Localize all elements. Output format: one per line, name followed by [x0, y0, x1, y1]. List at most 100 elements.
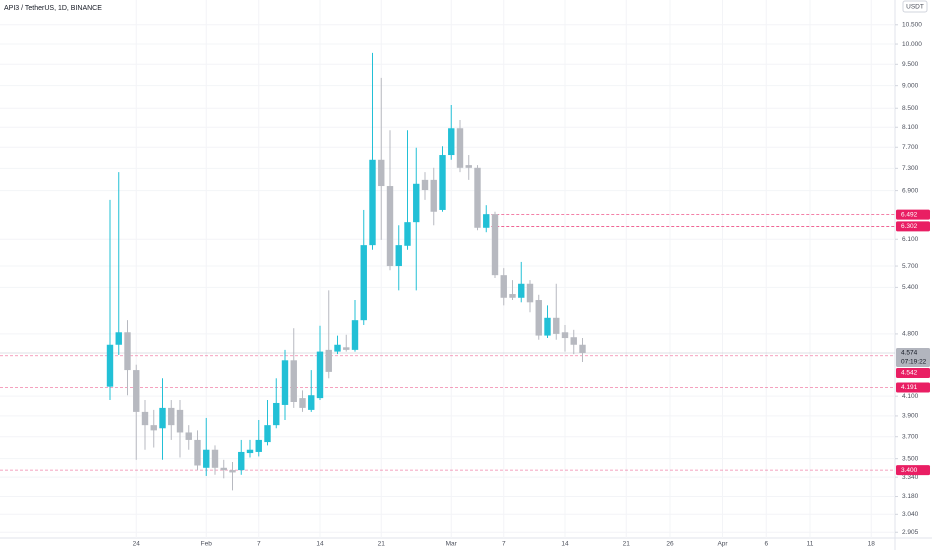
candle-body [465, 165, 472, 168]
y-tick-label: 4.800 [902, 331, 919, 338]
candle-body [386, 186, 394, 267]
y-tick-label: 9.000 [902, 82, 919, 89]
x-tick-label: 11 [807, 541, 814, 548]
price-label-box [896, 465, 930, 476]
candle-body [561, 332, 569, 339]
candle-body [124, 332, 131, 371]
y-tick-label: 3.900 [902, 413, 919, 420]
x-tick-label: Mar [446, 541, 458, 548]
candle-body [343, 347, 350, 350]
x-tick-label: 21 [378, 541, 386, 548]
candle-body [544, 317, 551, 336]
candle-body [238, 451, 245, 471]
price-label-box [896, 347, 930, 367]
candle-body [133, 370, 140, 412]
candle-body [150, 425, 157, 431]
y-tick-label: 3.180 [902, 493, 919, 500]
price-label: 4.542 [901, 370, 918, 377]
candle-body [535, 300, 542, 336]
candle-body [220, 467, 227, 471]
candle-body [246, 449, 254, 454]
x-tick-label: Feb [201, 541, 213, 548]
candle-body [483, 214, 490, 228]
price-label: 4.191 [901, 384, 918, 391]
candle-body [421, 179, 429, 191]
candle-body [553, 317, 560, 334]
x-tick-label: 21 [623, 541, 631, 548]
price-label-box [896, 209, 930, 220]
price-label-box [896, 367, 930, 378]
candle-body [159, 407, 166, 429]
candle-body [334, 344, 341, 352]
y-tick-label: 3.700 [902, 433, 919, 440]
candle-body [176, 409, 184, 433]
candle-body [474, 167, 481, 228]
candle-body [115, 332, 122, 345]
candle-body [273, 402, 280, 426]
y-tick-label: 7.300 [902, 165, 919, 172]
y-tick-label: 6.100 [902, 236, 919, 243]
y-tick-label: 8.100 [902, 124, 919, 131]
candle-body [308, 395, 315, 410]
candle-body [290, 360, 297, 402]
candle-body [430, 179, 437, 212]
x-tick-label: 14 [316, 541, 324, 548]
x-tick-label: Apr [717, 541, 728, 548]
y-tick-label: 6.900 [902, 187, 919, 194]
candle-body [141, 411, 149, 426]
price-label: 6.492 [901, 211, 918, 218]
x-tick-label: 26 [666, 541, 674, 548]
x-tick-label: 14 [561, 541, 569, 548]
candle-body [448, 128, 455, 156]
candle-body [500, 275, 507, 298]
candle-body [168, 407, 175, 426]
candle-body [404, 222, 411, 246]
candle-body [526, 283, 534, 303]
x-tick-label: 24 [133, 541, 141, 548]
candle-body [439, 155, 446, 210]
candle-body [413, 183, 420, 223]
y-tick-label: 7.700 [902, 144, 919, 151]
candle-body [185, 432, 192, 440]
candle-body [211, 449, 219, 468]
y-tick-label: 9.500 [902, 61, 919, 68]
price-label: 3.400 [901, 467, 918, 474]
y-tick-label: 2.905 [902, 529, 919, 536]
price-label-box [896, 221, 930, 232]
candle-body [378, 159, 385, 187]
candle-body [579, 344, 586, 353]
x-tick-label: 6 [764, 541, 768, 548]
candle-body [299, 398, 306, 408]
candle-body [229, 470, 236, 473]
candle-body [325, 349, 332, 372]
y-tick-label: 5.400 [902, 284, 919, 291]
y-tick-label: 5.700 [902, 263, 919, 270]
price-label-box [896, 382, 930, 393]
candle-body [264, 425, 271, 443]
candle-body [360, 245, 367, 321]
countdown-label: 07:19:22 [901, 359, 927, 366]
y-tick-label: 4.100 [902, 393, 919, 400]
candle-body [395, 245, 402, 267]
candle-body [509, 294, 516, 298]
candle-body [281, 360, 289, 405]
x-tick-label: 7 [502, 541, 506, 548]
candle-body [369, 159, 376, 246]
candle-body [570, 337, 577, 345]
candle-body [106, 344, 114, 387]
price-label: 4.574 [901, 350, 918, 357]
x-tick-label: 18 [868, 541, 876, 548]
chart-title: API3 / TetherUS, 1D, BINANCE [4, 5, 102, 12]
candle-body [255, 439, 262, 452]
currency-box [902, 0, 928, 13]
candle-body [316, 351, 324, 399]
candle-body [203, 449, 210, 468]
y-tick-label: 8.500 [902, 105, 919, 112]
y-tick-label: 3.500 [902, 455, 919, 462]
price-label: 6.302 [901, 223, 918, 230]
y-tick-label: 3.040 [902, 511, 919, 518]
candle-body [351, 320, 359, 350]
grid [0, 0, 895, 538]
x-tick-label: 7 [257, 541, 261, 548]
